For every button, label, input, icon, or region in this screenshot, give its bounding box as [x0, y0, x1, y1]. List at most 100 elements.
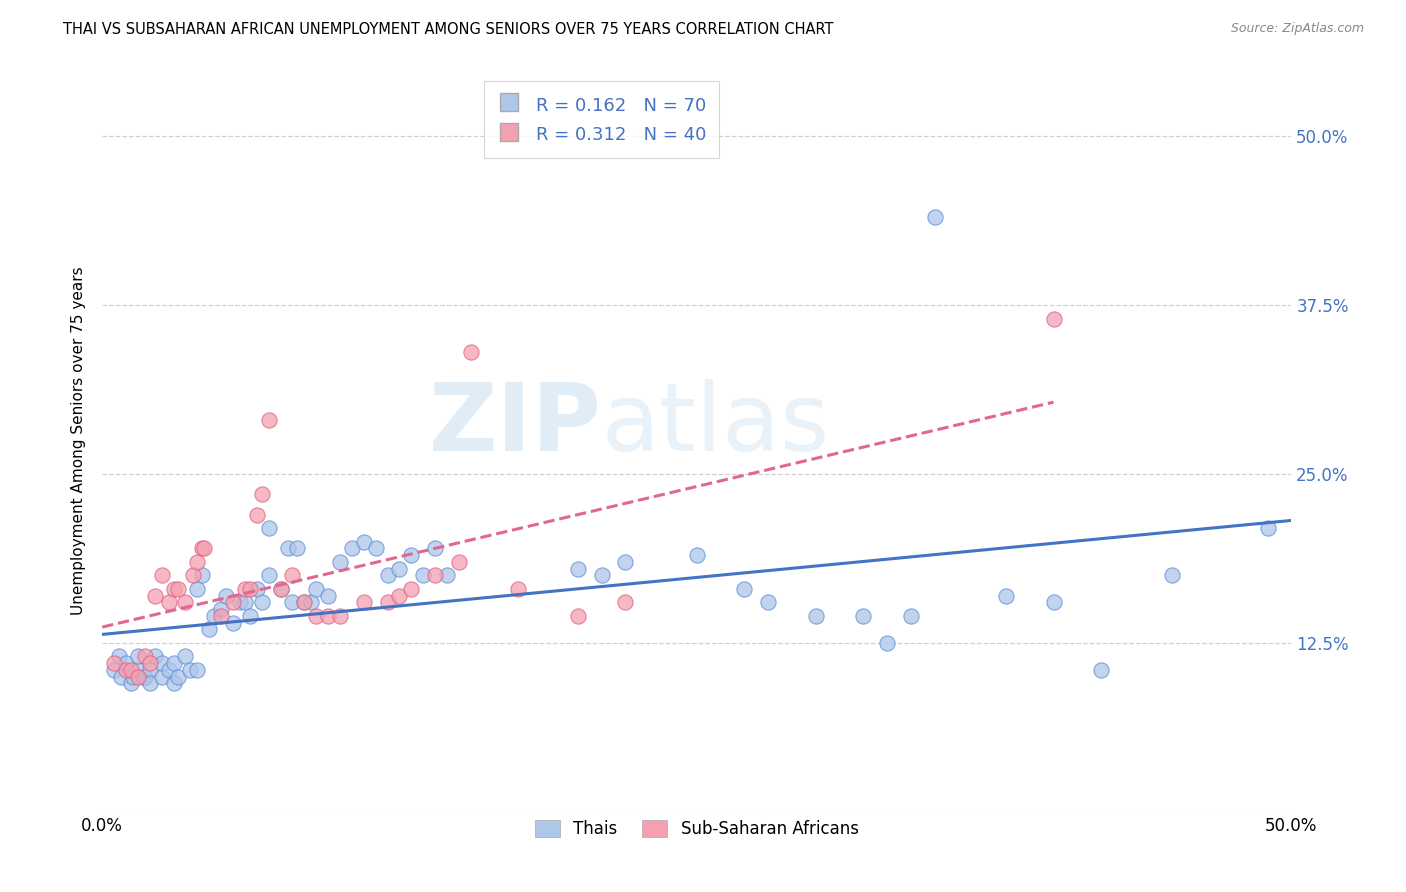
Point [139, 663, 162, 677]
Point [377, 568, 399, 582]
Text: THAI VS SUBSAHARAN AFRICAN UNEMPLOYMENT AMONG SENIORS OVER 75 YEARS CORRELATION : THAI VS SUBSAHARAN AFRICAN UNEMPLOYMENT … [63, 22, 834, 37]
Point [191, 568, 214, 582]
Point [388, 561, 411, 575]
Point [329, 608, 352, 623]
Point [150, 568, 173, 582]
Point [329, 555, 352, 569]
Point [250, 487, 273, 501]
Point [257, 413, 280, 427]
Point [179, 663, 201, 677]
Point [115, 657, 138, 671]
Point [162, 657, 184, 671]
Point [108, 649, 131, 664]
Point [134, 670, 156, 684]
Point [364, 541, 387, 556]
Point [157, 663, 180, 677]
Point [209, 602, 232, 616]
Point [460, 345, 482, 359]
Point [686, 548, 709, 562]
Point [103, 663, 125, 677]
Point [186, 663, 208, 677]
Point [567, 561, 589, 575]
Point [222, 615, 245, 630]
Point [143, 649, 166, 664]
Point [174, 649, 197, 664]
Point [186, 582, 208, 596]
Point [900, 608, 922, 623]
Point [425, 568, 447, 582]
Point [191, 541, 214, 556]
Point [257, 568, 280, 582]
Text: Source: ZipAtlas.com: Source: ZipAtlas.com [1230, 22, 1364, 36]
Point [143, 589, 166, 603]
Point [1090, 663, 1112, 677]
Point [120, 676, 142, 690]
Point [131, 670, 153, 684]
Point [401, 548, 423, 562]
Point [250, 595, 273, 609]
Point [198, 623, 221, 637]
Point [139, 657, 162, 671]
Text: ZIP: ZIP [429, 379, 602, 471]
Point [876, 636, 898, 650]
Point [277, 541, 299, 556]
Point [591, 568, 613, 582]
Point [110, 670, 132, 684]
Point [1257, 521, 1279, 535]
Point [508, 582, 530, 596]
Point [209, 608, 232, 623]
Point [401, 582, 423, 596]
Point [281, 595, 304, 609]
Point [215, 589, 238, 603]
Point [756, 595, 779, 609]
Point [229, 595, 252, 609]
Point [804, 608, 827, 623]
Point [567, 608, 589, 623]
Point [127, 670, 149, 684]
Point [167, 670, 190, 684]
Point [246, 508, 269, 522]
Point [425, 541, 447, 556]
Point [150, 670, 173, 684]
Point [281, 568, 304, 582]
Point [222, 595, 245, 609]
Point [852, 608, 875, 623]
Point [994, 589, 1017, 603]
Text: atlas: atlas [602, 379, 830, 471]
Point [186, 555, 208, 569]
Point [115, 663, 138, 677]
Point [162, 676, 184, 690]
Point [316, 608, 339, 623]
Point [412, 568, 434, 582]
Point [134, 649, 156, 664]
Point [193, 541, 215, 556]
Point [239, 608, 262, 623]
Point [447, 555, 470, 569]
Point [157, 595, 180, 609]
Point [292, 595, 315, 609]
Point [292, 595, 315, 609]
Point [733, 582, 755, 596]
Point [181, 568, 204, 582]
Point [285, 541, 308, 556]
Point [139, 676, 162, 690]
Point [150, 657, 173, 671]
Point [316, 589, 339, 603]
Legend: Thais, Sub-Saharan Africans: Thais, Sub-Saharan Africans [529, 813, 866, 845]
Point [270, 582, 292, 596]
Point [614, 555, 637, 569]
Point [924, 210, 946, 224]
Point [122, 670, 145, 684]
Point [305, 608, 328, 623]
Point [1161, 568, 1184, 582]
Point [614, 595, 637, 609]
Point [233, 582, 256, 596]
Point [377, 595, 399, 609]
Point [353, 595, 375, 609]
Point [127, 649, 149, 664]
Point [305, 582, 328, 596]
Point [353, 534, 375, 549]
Point [174, 595, 197, 609]
Point [120, 663, 142, 677]
Point [246, 582, 269, 596]
